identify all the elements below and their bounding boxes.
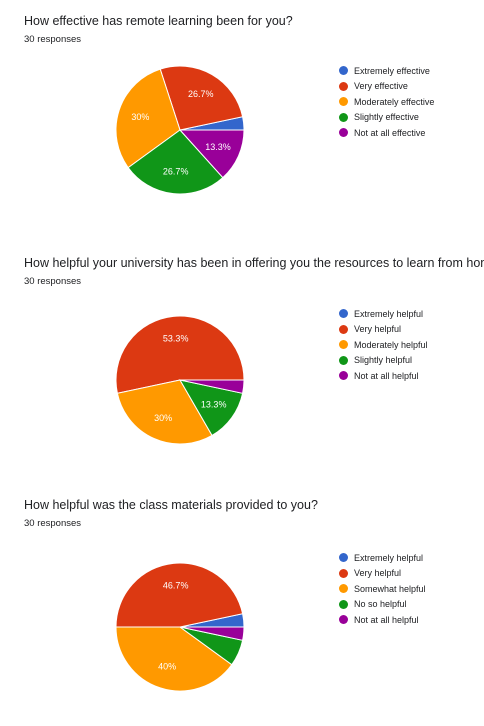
- legend-label: Extremely helpful: [354, 308, 424, 319]
- legend-label: Slightly effective: [354, 112, 419, 123]
- pie-slice-slightly-helpful: [179, 379, 244, 437]
- response-count: 30 responses: [24, 34, 82, 45]
- slice-percent-label: 46.7%: [163, 581, 189, 591]
- chart-legend: Extremely helpful Very helpful Somewhat he…: [339, 550, 426, 628]
- legend-swatch: [339, 112, 348, 122]
- legend-swatch: [339, 371, 348, 381]
- legend-label: Slightly helpful: [354, 355, 413, 366]
- legend-label: No so helpful: [354, 599, 407, 610]
- slice-percent-label: 26.7%: [163, 166, 189, 176]
- legend-item-not-at-all-helpful: Not at all helpful: [339, 612, 426, 628]
- pie-slice-not-at-all-helpful: [179, 626, 245, 641]
- pie-chart: 46.7% 40%: [115, 562, 245, 692]
- legend-label: Extremely effective: [354, 65, 430, 76]
- legend-swatch: [339, 568, 348, 578]
- legend-swatch: [339, 81, 348, 91]
- chart-card-remote-learning: How effective has remote learning been f…: [0, 0, 484, 242]
- legend-item-slightly-helpful: Slightly helpful: [339, 353, 428, 369]
- legend-item-very-helpful: Very helpful: [339, 322, 428, 338]
- legend-swatch: [339, 340, 348, 350]
- slice-percent-label: 53.3%: [163, 334, 189, 344]
- slice-percent-label: 30%: [131, 112, 149, 122]
- legend-swatch: [339, 324, 348, 334]
- legend-label: Not at all helpful: [354, 614, 419, 625]
- legend-item-extremely-helpful: Extremely helpful: [339, 306, 428, 322]
- chart-title: How effective has remote learning been f…: [24, 14, 293, 28]
- pie-slice-not-at-all-effective: [178, 129, 245, 179]
- slice-percent-label: 40%: [158, 662, 176, 672]
- chart-legend: Extremely helpful Very helpful Moderately …: [339, 306, 428, 384]
- response-count: 30 responses: [24, 518, 82, 529]
- legend-item-extremely-helpful: Extremely helpful: [339, 550, 426, 566]
- legend-label: Moderately effective: [354, 96, 435, 107]
- slice-percent-label: 26.7%: [188, 89, 214, 99]
- legend-swatch: [339, 584, 348, 594]
- pie-slice-moderately-effective: [115, 68, 181, 169]
- legend-item-very-effective: Very effective: [339, 79, 434, 95]
- legend-swatch: [339, 599, 348, 609]
- pie-slice-very-effective: [159, 65, 244, 131]
- legend-label: Very helpful: [354, 324, 402, 335]
- chart-title: How helpful your university has been in …: [24, 256, 484, 270]
- pie-slice-moderately-helpful: [116, 379, 213, 445]
- legend-item-extremely-effective: Extremely effective: [339, 63, 434, 79]
- legend-label: Very helpful: [354, 568, 402, 579]
- legend-label: Extremely helpful: [354, 552, 424, 563]
- pie-slice-very-helpful: [115, 315, 245, 394]
- chart-card-class-materials: How helpful was the class materials prov…: [0, 484, 484, 726]
- legend-swatch: [339, 615, 348, 625]
- legend-item-very-helpful: Very helpful: [339, 566, 426, 582]
- legend-item-no-so-helpful: No so helpful: [339, 597, 426, 613]
- legend-swatch: [339, 309, 348, 319]
- pie-chart: 26.7% 30% 26.7% 13.3%: [115, 65, 245, 195]
- legend-label: Somewhat helpful: [354, 583, 426, 594]
- pie-slice-not-at-all-helpful: [179, 379, 245, 394]
- legend-label: Very effective: [354, 81, 408, 92]
- legend-label: Not at all helpful: [354, 370, 419, 381]
- chart-card-university-resources: How helpful your university has been in …: [0, 242, 484, 484]
- legend-swatch: [339, 97, 348, 107]
- slice-percent-label: 30%: [154, 413, 172, 423]
- legend-swatch: [339, 355, 348, 365]
- pie-slice-very-helpful: [115, 562, 244, 628]
- legend-label: Moderately helpful: [354, 339, 428, 350]
- legend-swatch: [339, 128, 348, 138]
- chart-legend: Extremely effective Very effective Moderat…: [339, 63, 434, 141]
- legend-swatch: [339, 66, 348, 76]
- pie-slice-somewhat-helpful: [115, 626, 233, 692]
- pie-slice-slightly-effective: [127, 129, 224, 195]
- legend-item-moderately-effective: Moderately effective: [339, 94, 434, 110]
- legend-item-not-at-all-helpful: Not at all helpful: [339, 368, 428, 384]
- legend-item-slightly-effective: Slightly effective: [339, 110, 434, 126]
- legend-item-not-at-all-effective: Not at all effective: [339, 125, 434, 141]
- response-count: 30 responses: [24, 276, 82, 287]
- slice-percent-label: 13.3%: [205, 142, 231, 152]
- legend-item-somewhat-helpful: Somewhat helpful: [339, 581, 426, 597]
- pie-chart: 53.3% 30% 13.3%: [115, 315, 245, 445]
- slice-percent-label: 13.3%: [201, 400, 227, 410]
- chart-title: How helpful was the class materials prov…: [24, 498, 318, 512]
- legend-swatch: [339, 553, 348, 563]
- legend-label: Not at all effective: [354, 127, 426, 138]
- legend-item-moderately-helpful: Moderately helpful: [339, 337, 428, 353]
